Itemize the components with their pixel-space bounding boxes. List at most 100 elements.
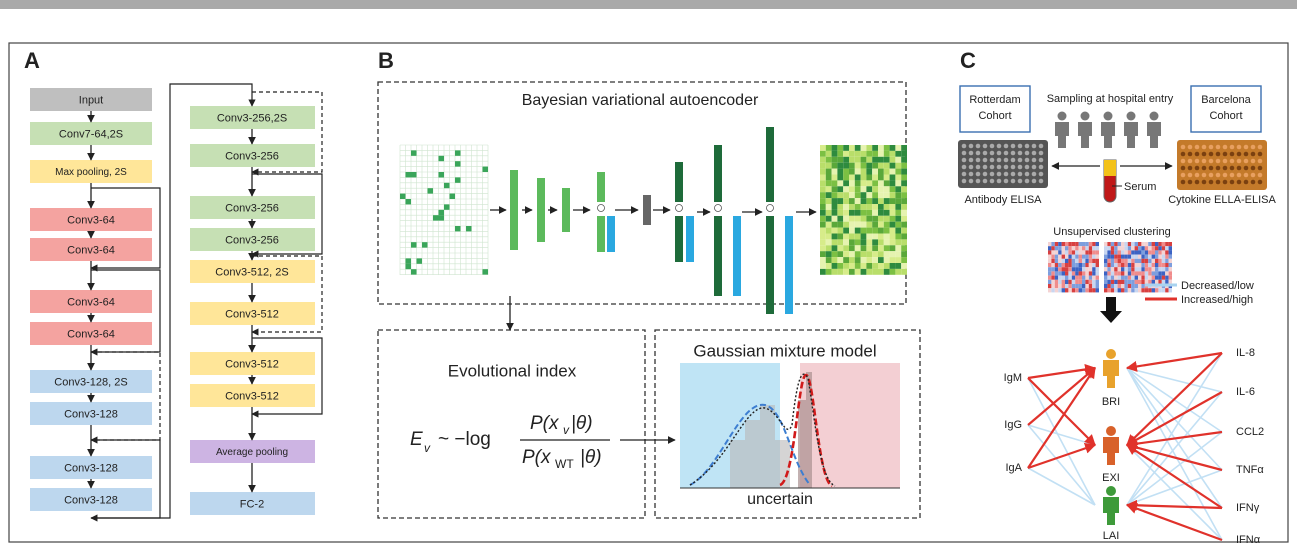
output-cell [883, 180, 890, 187]
edge-high [1126, 391, 1223, 446]
layer-label: Conv3-64 [67, 244, 115, 256]
output-cell [854, 245, 861, 252]
output-cell [854, 221, 861, 228]
antibody-label: IgM [1004, 372, 1022, 384]
heatmap-cell [1127, 250, 1132, 255]
output-cell [895, 198, 902, 204]
heatmap-cell [1078, 254, 1082, 259]
output-cell [878, 245, 884, 252]
index-title: Evolutional index [448, 361, 577, 380]
heatmap-cell [1121, 242, 1125, 247]
formula-den: P(x [522, 447, 552, 468]
output-cell [831, 257, 838, 263]
heatmap-cell [1071, 242, 1076, 247]
cohort-label: Rotterdam [969, 94, 1020, 106]
skip-connection [90, 187, 161, 272]
heatmap-cell [1134, 250, 1138, 255]
well [1229, 151, 1235, 157]
heatmap-cell [1144, 258, 1149, 263]
heatmap-cell [1068, 271, 1072, 276]
heatmap-cell [1061, 258, 1065, 263]
heatmap-cell [1131, 271, 1135, 276]
layer-block [30, 456, 152, 479]
heatmap-cell [1075, 279, 1079, 284]
heatmap-cell [1104, 250, 1108, 255]
well [1017, 150, 1023, 156]
heatmap-cell [1088, 279, 1093, 284]
heatmap-cell [1117, 242, 1121, 247]
output-cell [872, 268, 878, 275]
heatmap-cell [1048, 279, 1052, 284]
heatmap-cell [1168, 275, 1172, 280]
heatmap-cell [1082, 250, 1086, 255]
gaussian-1 [689, 403, 811, 486]
edge-low [1126, 444, 1223, 541]
heatmap-cell [1048, 254, 1052, 259]
heatmap-cell [1088, 284, 1093, 289]
heatmap-cell [1065, 288, 1069, 293]
heatmap-cell [1124, 267, 1128, 272]
heatmap-cell [1161, 275, 1166, 280]
edge-low [1126, 352, 1223, 506]
heatmap-cell [1054, 250, 1059, 255]
heatmap-cell [1161, 279, 1166, 284]
heatmap-cell [1141, 242, 1145, 247]
output-cell [878, 239, 884, 246]
output-cell [866, 221, 873, 228]
grid-cell [444, 182, 450, 189]
heatmap-cell [1065, 254, 1069, 259]
heatmap-cell [1085, 267, 1089, 272]
heatmap-cell [1114, 288, 1118, 293]
well [1017, 164, 1023, 170]
heatmap-cell [1092, 254, 1096, 259]
output-cell [837, 239, 844, 246]
heatmap-cell [1071, 263, 1076, 268]
well [1024, 164, 1030, 170]
formula-num-end: |θ) [571, 413, 593, 434]
output-cell [831, 174, 838, 181]
heatmap-cell [1107, 279, 1111, 284]
heatmap-cell [1134, 288, 1138, 293]
output-cell [901, 180, 907, 187]
heatmap-cell [1068, 254, 1072, 259]
output-cell [866, 268, 873, 275]
heatmap-cell [1048, 246, 1052, 251]
well [996, 143, 1002, 149]
heatmap-cell [1151, 275, 1155, 280]
output-cell [849, 204, 855, 210]
output-cell [883, 221, 890, 228]
output-cell [831, 204, 838, 210]
person-head [1080, 111, 1090, 121]
output-cell [889, 268, 896, 275]
heatmap-cell [1117, 250, 1121, 255]
well [1194, 172, 1200, 178]
output-cell [849, 221, 855, 228]
output-cell [895, 251, 902, 258]
well [996, 164, 1002, 170]
heatmap-cell [1065, 250, 1069, 255]
heatmap-cell [1114, 271, 1118, 276]
heatmap-cell [1121, 267, 1125, 272]
layer-block [190, 228, 315, 251]
heatmap-cell [1141, 263, 1145, 268]
heatmap-cell [1058, 263, 1062, 268]
heatmap-cell [1155, 267, 1159, 272]
output-cell [825, 268, 832, 275]
heatmap-cell [1141, 246, 1145, 251]
heatmap-cell [1107, 267, 1111, 272]
heatmap-cell [1051, 242, 1055, 247]
well [989, 157, 995, 163]
heatmap-cell [1048, 267, 1052, 272]
well [1236, 158, 1242, 164]
output-cell [831, 156, 838, 163]
encoder-layer [510, 170, 518, 250]
output-cell [878, 150, 884, 157]
heatmap-cell [1107, 246, 1111, 251]
output-cell [866, 204, 873, 210]
heatmap-cell [1092, 258, 1096, 263]
heatmap-cell [1151, 267, 1155, 272]
output-cell [895, 145, 902, 151]
heatmap-cell [1168, 258, 1172, 263]
output-cell [860, 268, 867, 275]
output-cell [895, 150, 902, 157]
